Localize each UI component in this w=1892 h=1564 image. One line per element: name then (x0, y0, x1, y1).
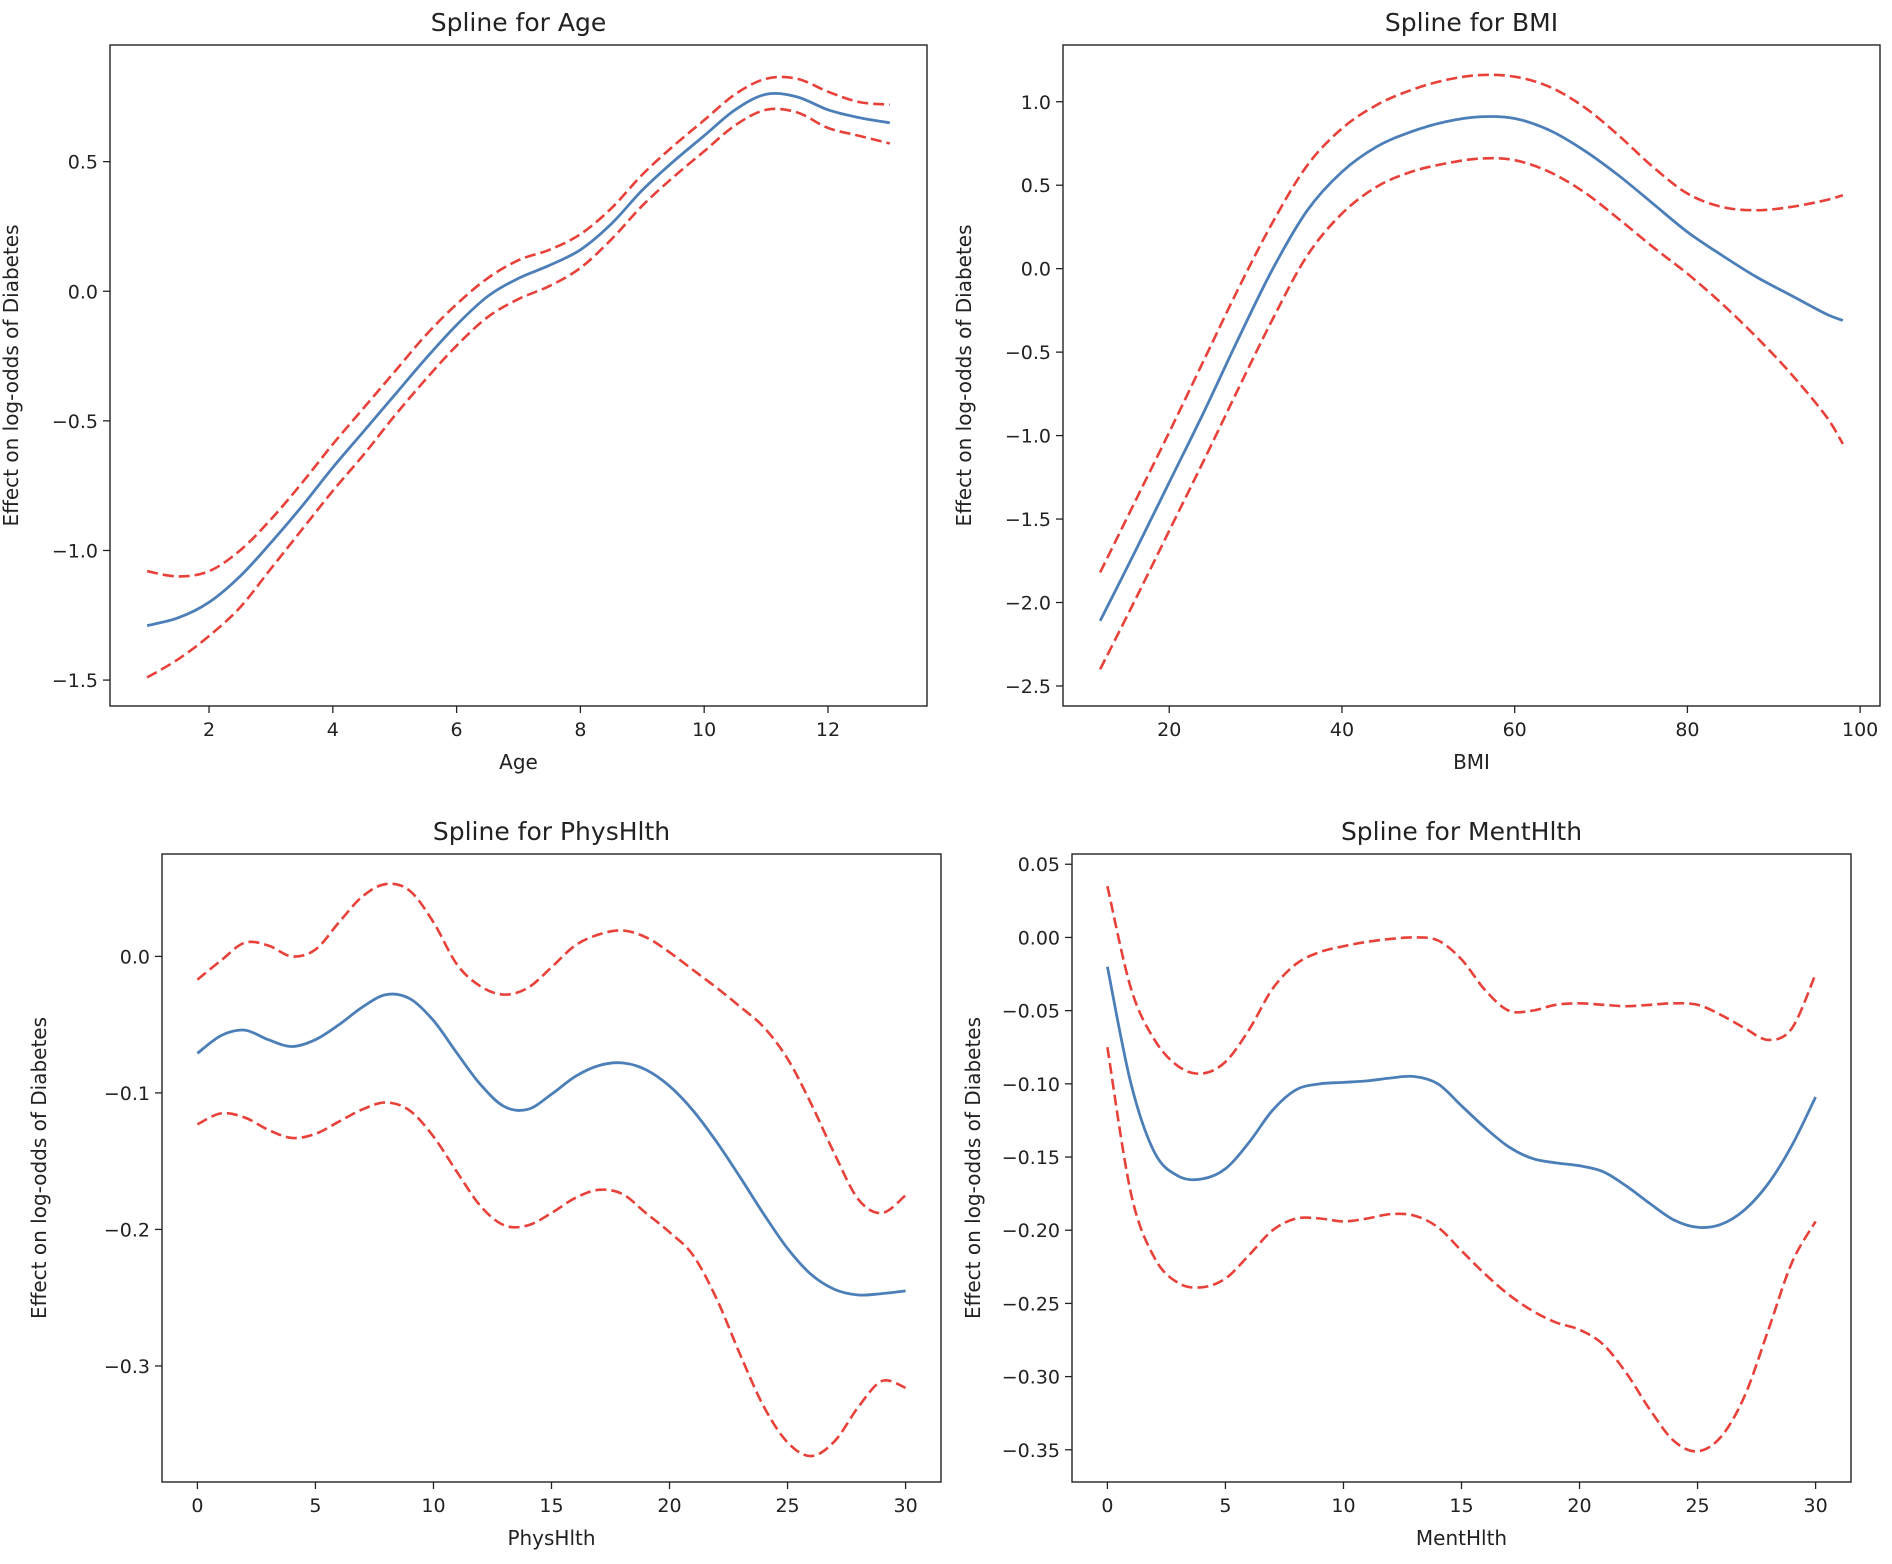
age-estimate-line (146, 91, 891, 628)
physhlth-x-tick-label: 0 (191, 1495, 203, 1517)
bmi-x-axis-label: BMI (1453, 750, 1490, 774)
menthlth-upper-line (1106, 885, 1817, 1076)
age-y-tick-label: −1.5 (52, 670, 98, 692)
menthlth-x-axis-label: MentHlth (1416, 1526, 1507, 1550)
menthlth-y-tick-label: −0.15 (1002, 1147, 1060, 1169)
physhlth-chart-title: Spline for PhysHlth (433, 817, 670, 846)
age-x-tick-label: 12 (816, 719, 840, 741)
age-x-tick-label: 8 (574, 719, 586, 741)
bmi-plot-frame (1062, 44, 1881, 707)
physhlth-y-tick-label: −0.1 (104, 1083, 150, 1105)
panel-bmi: 20 40 60 80 100 −2.5 −2.0 −1.5 −1.0 −0.5 0.0 0.5 1.0… (952, 8, 1881, 774)
bmi-x-tick-label: 60 (1503, 719, 1527, 741)
physhlth-y-axis-label: Effect on log-odds of Diabetes (27, 1017, 51, 1319)
menthlth-y-tick-label: −0.20 (1002, 1220, 1060, 1242)
physhlth-y-tick-label: −0.3 (104, 1356, 150, 1378)
bmi-y-tick-label: −1.0 (1005, 426, 1051, 448)
physhlth-x-tick-label: 20 (657, 1495, 681, 1517)
bmi-y-tick-label: −0.5 (1005, 342, 1051, 364)
bmi-y-tick-label: −2.5 (1005, 676, 1051, 698)
bmi-lower-line (1098, 156, 1844, 670)
menthlth-x-tick-label: 25 (1685, 1495, 1709, 1517)
bmi-x-tick-label: 40 (1330, 719, 1354, 741)
bmi-y-tick-label: −1.5 (1005, 509, 1051, 531)
bmi-upper-line (1098, 73, 1844, 574)
bmi-y-tick-label: 0.5 (1021, 175, 1051, 197)
menthlth-y-tick-label: −0.35 (1002, 1440, 1060, 1462)
age-x-tick-label: 10 (692, 719, 716, 741)
menthlth-y-tick-label: −0.30 (1002, 1367, 1060, 1389)
bmi-chart-title: Spline for BMI (1385, 8, 1558, 37)
physhlth-x-tick-label: 25 (775, 1495, 799, 1517)
physhlth-x-tick-label: 15 (539, 1495, 563, 1517)
bmi-y-tick-label: 1.0 (1021, 92, 1051, 114)
menthlth-y-tick-label: −0.10 (1002, 1074, 1060, 1096)
physhlth-estimate-line (196, 992, 906, 1297)
menthlth-lower-line (1106, 1047, 1817, 1453)
menthlth-series-group (1106, 885, 1817, 1453)
physhlth-lower-line (196, 1101, 907, 1458)
age-y-tick-label: 0.0 (68, 281, 98, 303)
menthlth-x-tick-label: 10 (1331, 1495, 1355, 1517)
menthlth-y-tick-label: −0.05 (1002, 1001, 1060, 1023)
physhlth-x-tick-label: 30 (893, 1495, 917, 1517)
menthlth-plot-frame (1071, 853, 1852, 1483)
menthlth-x-tick-label: 30 (1803, 1495, 1827, 1517)
menthlth-chart-title: Spline for MentHlth (1341, 817, 1582, 846)
physhlth-plot-frame (161, 853, 942, 1483)
bmi-y-axis-label: Effect on log-odds of Diabetes (952, 224, 976, 526)
menthlth-x-tick-label: 5 (1219, 1495, 1231, 1517)
menthlth-y-tick-label: −0.25 (1002, 1293, 1060, 1315)
bmi-x-tick-label: 100 (1842, 719, 1878, 741)
physhlth-x-tick-label: 10 (421, 1495, 445, 1517)
bmi-x-tick-label: 20 (1157, 719, 1181, 741)
age-x-tick-label: 4 (327, 719, 339, 741)
age-upper-line (146, 75, 890, 578)
panel-physhlth: 0 5 10 15 20 25 30 −0.3 −0.2 −0.1 0.0 Spline for Ph… (27, 817, 942, 1550)
menthlth-y-tick-label: 0.00 (1018, 927, 1060, 949)
menthlth-x-tick-label: 20 (1567, 1495, 1591, 1517)
physhlth-y-tick-label: −0.2 (104, 1219, 150, 1241)
age-y-tick-label: −0.5 (52, 411, 98, 433)
panel-age: 2 4 6 8 10 12 −1.5 −1.0 −0.5 0.0 0.5 Spline for Age… (0, 8, 928, 774)
age-lower-line (146, 107, 891, 679)
panel-menthlth: 0 5 10 15 20 25 30 −0.35 −0.30 −0.25 −0.20 −0.15 −0.… (961, 817, 1852, 1550)
age-y-tick-label: −1.0 (52, 540, 98, 562)
age-x-axis-label: Age (499, 750, 538, 774)
bmi-y-tick-label: 0.0 (1021, 259, 1051, 281)
physhlth-upper-line (196, 882, 907, 1215)
bmi-series-group (1098, 73, 1844, 670)
menthlth-y-axis-label: Effect on log-odds of Diabetes (961, 1017, 985, 1319)
age-y-tick-label: 0.5 (68, 152, 98, 174)
physhlth-x-axis-label: PhysHlth (507, 1526, 595, 1550)
age-chart-title: Spline for Age (431, 8, 606, 37)
menthlth-x-tick-label: 15 (1449, 1495, 1473, 1517)
age-y-axis-label: Effect on log-odds of Diabetes (0, 224, 23, 526)
age-plot-frame (109, 44, 928, 707)
menthlth-y-tick-label: 0.05 (1018, 854, 1060, 876)
bmi-x-tick-label: 80 (1675, 719, 1699, 741)
menthlth-x-tick-label: 0 (1101, 1495, 1113, 1517)
menthlth-estimate-line (1106, 966, 1817, 1229)
age-x-tick-label: 6 (451, 719, 463, 741)
physhlth-x-tick-label: 5 (309, 1495, 321, 1517)
bmi-estimate-line (1098, 115, 1844, 622)
physhlth-series-group (196, 882, 907, 1458)
age-x-tick-label: 2 (203, 719, 215, 741)
age-series-group (146, 75, 891, 679)
bmi-y-tick-label: −2.0 (1005, 593, 1051, 615)
physhlth-y-tick-label: 0.0 (120, 946, 150, 968)
